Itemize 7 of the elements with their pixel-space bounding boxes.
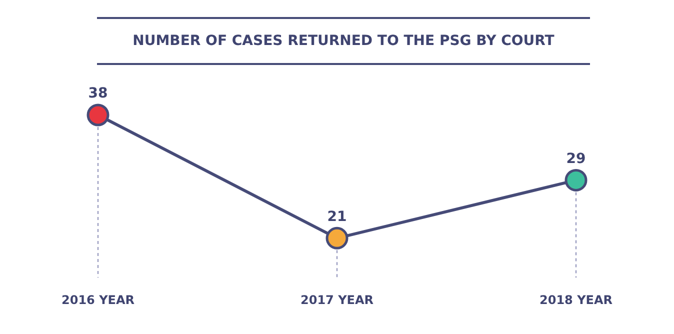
data-label: 21: [327, 208, 347, 225]
chart-title: NUMBER OF CASES RETURNED TO THE PSG BY COURT: [97, 17, 590, 65]
x-tick-label: 2017 YEAR: [300, 292, 374, 307]
x-tick-label: 2018 YEAR: [540, 292, 612, 307]
data-label: 29: [566, 150, 586, 167]
data-label: 38: [88, 86, 108, 102]
x-tick-label: 2016 YEAR: [62, 292, 134, 307]
